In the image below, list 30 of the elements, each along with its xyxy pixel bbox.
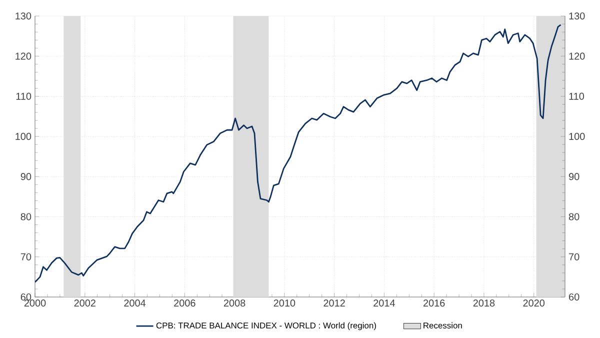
- x-tick-label: 2004: [124, 300, 146, 307]
- x-tick-label: 2020: [523, 300, 545, 307]
- y2-tick-label: 110: [569, 92, 584, 100]
- y-tick-label: 80: [20, 213, 32, 220]
- legend-label: CPB: TRADE BALANCE INDEX - WORLD : World (region): [156, 322, 376, 330]
- y2-tick-label: 100: [569, 132, 585, 140]
- x-tick-label: 2000: [24, 300, 46, 307]
- y2-tick-label: 70: [569, 253, 580, 260]
- x-tick-label: 2012: [324, 300, 345, 307]
- y-tick-label: 100: [16, 132, 32, 140]
- y-tick-label: 90: [20, 173, 32, 180]
- y2-tick-label: 130: [569, 12, 585, 20]
- y-tick-label: 70: [20, 253, 32, 260]
- y2-tick-label: 80: [568, 213, 580, 220]
- y-tick-label: 120: [16, 52, 32, 60]
- legend-label: Recession: [424, 322, 462, 328]
- x-tick-label: 2008: [224, 300, 246, 307]
- x-tick-label: 2006: [174, 300, 196, 307]
- y-tick-label: 60: [20, 293, 32, 301]
- y2-tick-label: 120: [569, 52, 585, 60]
- x-tick-label: 2002: [74, 300, 96, 307]
- x-tick-label: 2014: [374, 300, 395, 307]
- x-tick-label: 2018: [473, 300, 495, 307]
- y-tick-label: 130: [16, 12, 32, 20]
- y2-tick-label: 60: [569, 293, 580, 301]
- line-series: [35, 24, 562, 283]
- x-tick-label: 2016: [423, 300, 445, 307]
- y-tick-label: 110: [16, 92, 32, 100]
- y2-tick-label: 90: [569, 173, 580, 180]
- x-tick-label: 2010: [274, 300, 296, 307]
